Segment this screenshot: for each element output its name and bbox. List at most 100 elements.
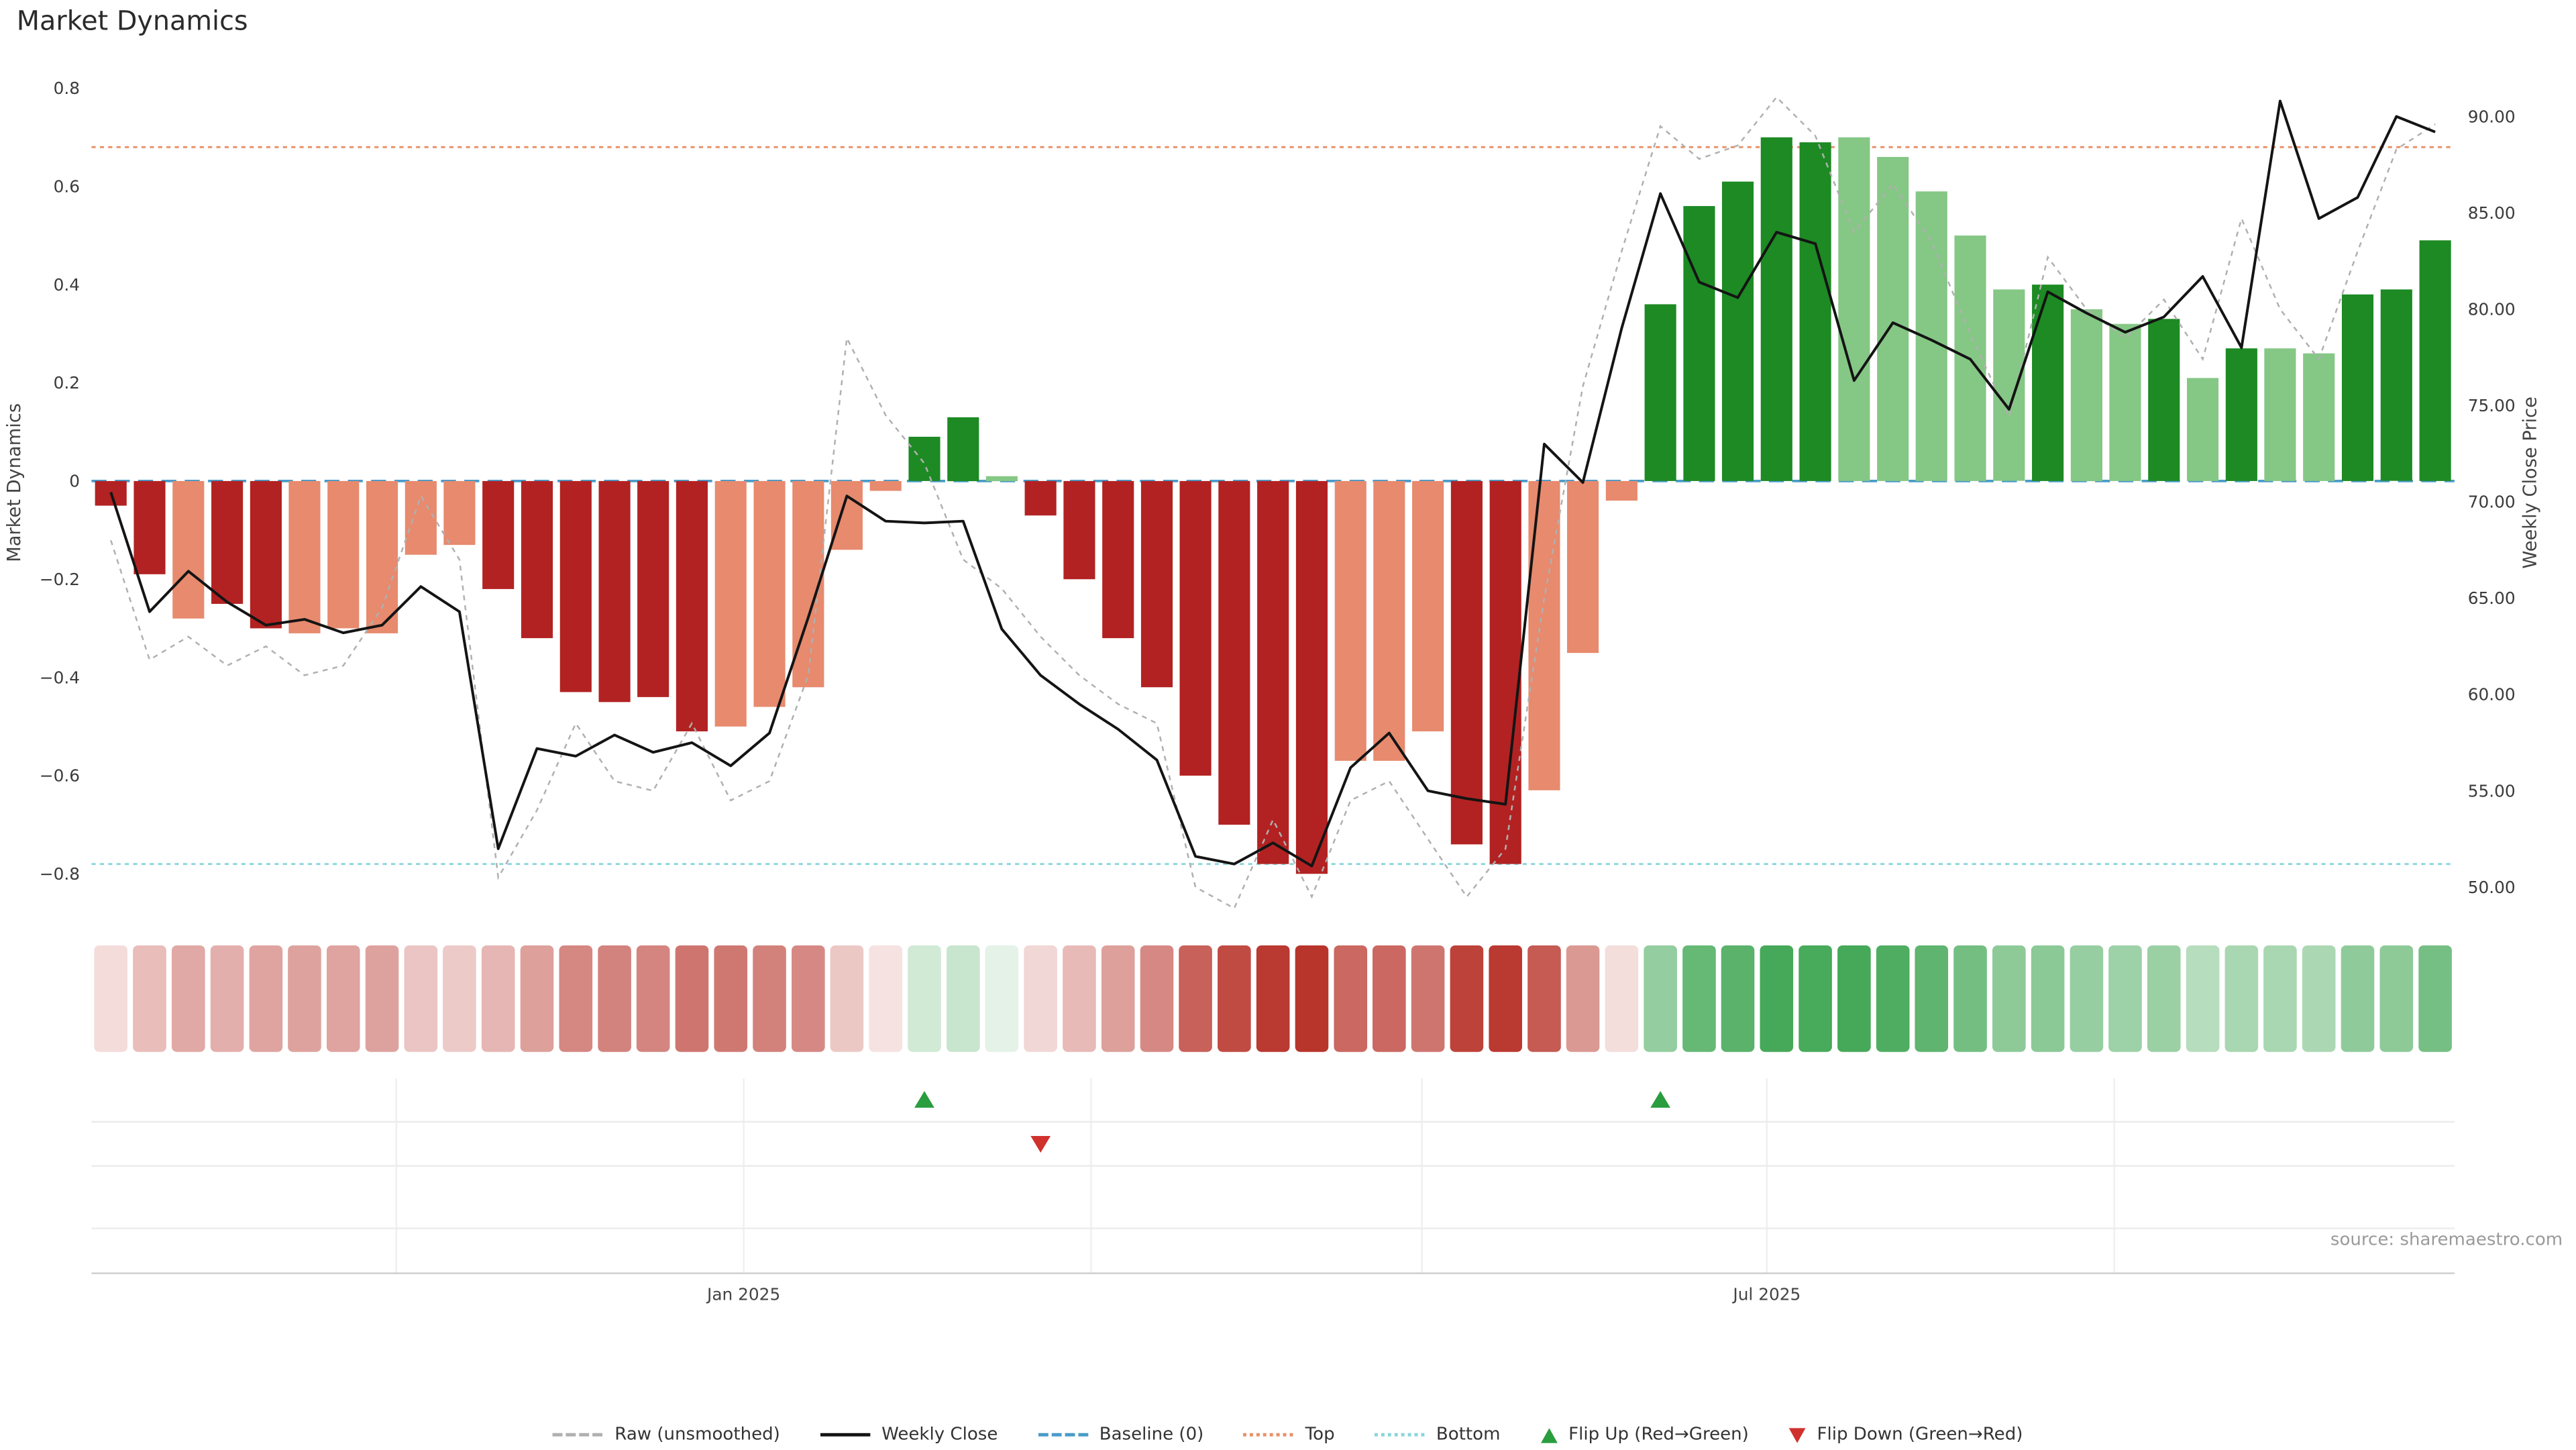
- left-tick-label: 0.2: [54, 373, 80, 393]
- legend-item-2: Weekly Close: [820, 1425, 998, 1445]
- strip-cell-17: [714, 945, 748, 1052]
- strip-cell-21: [869, 945, 902, 1052]
- bar-week-43: [1721, 181, 1754, 481]
- left-tick-label: −0.2: [40, 570, 80, 589]
- legend-item-6: Flip Up (Red→Green): [1540, 1425, 1749, 1445]
- strip-cell-29: [1179, 945, 1212, 1052]
- bar-week-37: [1489, 480, 1521, 864]
- strip-cell-43: [1721, 945, 1755, 1052]
- left-tick-label: −0.4: [40, 668, 80, 687]
- strip-cell-40: [1605, 945, 1639, 1052]
- bar-week-15: [637, 480, 669, 697]
- strip-cell-24: [985, 945, 1019, 1052]
- bar-week-33: [1334, 480, 1366, 761]
- strip-cell-39: [1566, 945, 1600, 1052]
- right-axis-title: Weekly Close Price: [2520, 397, 2540, 569]
- strip-cell-19: [792, 945, 825, 1052]
- bar-week-6: [288, 480, 321, 633]
- legend-label: Top: [1305, 1425, 1335, 1445]
- left-tick-label: −0.8: [40, 864, 80, 884]
- bar-week-61: [2419, 240, 2451, 481]
- strip-cell-52: [2070, 945, 2104, 1052]
- strip-cell-42: [1682, 945, 1716, 1052]
- tri-up-icon: [1540, 1427, 1557, 1443]
- strip-cell-45: [1799, 945, 1832, 1052]
- strip-cell-48: [1915, 945, 1949, 1052]
- strip-cell-59: [2341, 945, 2375, 1052]
- bar-week-18: [753, 480, 786, 707]
- bar-week-10: [443, 480, 476, 546]
- legend-line-sample: [1375, 1433, 1425, 1437]
- strip-cell-33: [1334, 945, 1368, 1052]
- legend-item-1: Raw (unsmoothed): [553, 1425, 780, 1445]
- legend-label: Bottom: [1436, 1425, 1501, 1445]
- right-tick-label: 60.00: [2468, 685, 2516, 705]
- bar-week-7: [327, 480, 360, 629]
- strip-cell-13: [559, 945, 593, 1052]
- weekly-close-line: [109, 99, 2436, 868]
- strip-cell-9: [404, 945, 438, 1052]
- band-gridlines: [91, 1078, 2455, 1274]
- strip-cell-44: [1760, 945, 1794, 1052]
- legend-item-4: Top: [1243, 1425, 1335, 1445]
- legend-item-3: Baseline (0): [1037, 1425, 1204, 1445]
- bar-week-8: [366, 480, 398, 633]
- bar-week-50: [1993, 289, 2025, 481]
- strip-cell-30: [1218, 945, 1251, 1052]
- bar-week-55: [2187, 378, 2219, 481]
- legend-label: Flip Down (Green→Red): [1817, 1425, 2023, 1445]
- legend-line-sample: [553, 1433, 603, 1437]
- bar-week-28: [1140, 480, 1173, 688]
- strip-cell-12: [520, 945, 554, 1052]
- strip-cell-28: [1140, 945, 1174, 1052]
- strip-cell-49: [1953, 945, 1987, 1052]
- strip-cell-32: [1295, 945, 1329, 1052]
- bar-week-58: [2303, 353, 2335, 481]
- strip-cell-51: [2031, 945, 2065, 1052]
- x-tick-label: Jul 2025: [1731, 1284, 1801, 1304]
- bar-week-56: [2225, 348, 2257, 481]
- bar-week-40: [1605, 480, 1638, 501]
- strip-cell-34: [1372, 945, 1406, 1052]
- bar-week-34: [1373, 480, 1405, 761]
- source-note: source: sharemaestro.com: [2330, 1229, 2563, 1249]
- strip-cell-26: [1063, 945, 1096, 1052]
- bar-week-57: [2264, 348, 2296, 481]
- right-tick-label: 70.00: [2468, 493, 2516, 512]
- bar-week-14: [598, 480, 631, 703]
- strip-cell-1: [94, 945, 128, 1052]
- right-tick-label: 55.00: [2468, 781, 2516, 800]
- strip-cell-35: [1411, 945, 1445, 1052]
- bar-week-39: [1566, 480, 1599, 654]
- strip-cell-37: [1489, 945, 1523, 1052]
- bar-week-36: [1450, 480, 1483, 845]
- bar-week-17: [714, 480, 747, 727]
- bar-week-22: [908, 436, 941, 481]
- strip-cell-27: [1101, 945, 1135, 1052]
- legend-label: Baseline (0): [1099, 1425, 1204, 1445]
- strip-cell-41: [1644, 945, 1677, 1052]
- bar-week-2: [133, 480, 166, 574]
- left-axis-title: Market Dynamics: [4, 403, 25, 562]
- raw-line: [110, 96, 2436, 910]
- x-tick-label: Jan 2025: [706, 1284, 780, 1304]
- bar-week-47: [1877, 156, 1909, 481]
- strip-cell-50: [1992, 945, 2026, 1052]
- strip-cell-55: [2186, 945, 2220, 1052]
- right-tick-label: 50.00: [2468, 878, 2516, 897]
- strip-cell-31: [1256, 945, 1290, 1052]
- strip-cell-53: [2108, 945, 2142, 1052]
- bar-week-25: [1024, 480, 1057, 516]
- right-tick-label: 65.00: [2468, 588, 2516, 608]
- bar-week-53: [2109, 323, 2141, 481]
- bar-week-45: [1799, 142, 1831, 481]
- strip-cell-54: [2147, 945, 2181, 1052]
- bar-week-4: [211, 480, 244, 604]
- bar-week-5: [250, 480, 282, 629]
- strip-cell-10: [443, 945, 476, 1052]
- bar-week-52: [2070, 309, 2102, 482]
- bar-week-31: [1257, 480, 1289, 864]
- right-tick-label: 80.00: [2468, 299, 2516, 319]
- strip-cell-20: [830, 945, 864, 1052]
